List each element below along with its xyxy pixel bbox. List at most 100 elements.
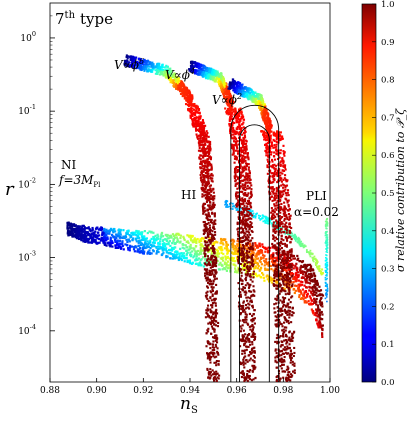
phi-point	[236, 165, 239, 169]
phi-point	[248, 269, 251, 273]
phi-point	[206, 286, 209, 289]
ni-point	[86, 238, 89, 242]
pli-point	[325, 237, 327, 239]
phi-point	[215, 259, 218, 262]
phi-point	[208, 358, 211, 361]
phi-point	[201, 118, 204, 122]
ni-point	[76, 232, 79, 235]
phi-point	[247, 181, 250, 184]
ni-point	[231, 238, 234, 241]
phi-point	[152, 64, 155, 67]
phi-point	[245, 251, 248, 254]
ni-point	[121, 236, 124, 240]
phi-point	[249, 368, 252, 372]
ni-point	[296, 258, 299, 261]
phi-point	[208, 147, 211, 150]
ni-point	[103, 229, 106, 232]
phi-point	[201, 130, 204, 133]
pli-point	[326, 230, 328, 233]
ni-point	[118, 228, 121, 231]
ni-point	[297, 274, 300, 277]
ni-point	[318, 321, 322, 324]
ni-point	[271, 278, 274, 281]
phi-point	[183, 97, 186, 100]
ni-point	[219, 261, 222, 264]
phi-point	[239, 222, 242, 225]
phi-point	[180, 82, 183, 85]
phi-point	[203, 134, 206, 138]
phi-point	[213, 301, 216, 304]
ni-point	[130, 235, 133, 239]
pli-point	[326, 221, 329, 224]
hi-point	[318, 269, 321, 272]
hi-point	[316, 262, 318, 265]
phi-point	[126, 56, 129, 59]
pli-point	[325, 254, 328, 257]
hi-point	[267, 218, 270, 221]
pli-point	[325, 241, 328, 243]
ni-point	[84, 239, 87, 242]
phi-point	[244, 222, 247, 225]
phi-point	[252, 313, 255, 316]
phi-point	[211, 369, 214, 372]
ni-point	[158, 245, 161, 248]
phi-point	[185, 96, 188, 99]
ni-point	[305, 295, 309, 298]
ni-point	[177, 232, 180, 235]
phi-point	[226, 97, 229, 100]
phi-point	[245, 259, 248, 262]
phi-point	[244, 188, 247, 192]
phi-point	[237, 133, 240, 136]
phi-point	[206, 281, 210, 284]
phi-point	[208, 198, 211, 201]
hi-point	[259, 218, 262, 221]
ni-point	[112, 231, 115, 234]
phi-point	[212, 313, 215, 316]
ni-point	[187, 241, 190, 244]
phi-point	[194, 72, 197, 75]
ni-point	[70, 232, 73, 235]
phi-point	[213, 373, 216, 376]
ni-point	[301, 273, 305, 276]
phi-point	[208, 67, 211, 70]
phi-point	[244, 318, 247, 321]
ni-point	[70, 231, 74, 234]
ni-point	[226, 260, 230, 263]
ni-point	[270, 254, 273, 257]
ni-point	[117, 232, 120, 235]
phi-point	[214, 231, 217, 234]
pli-point	[326, 234, 329, 236]
ni-point	[239, 243, 242, 247]
ni-point	[225, 262, 228, 265]
hi-point	[225, 199, 228, 202]
ni-point	[158, 247, 161, 250]
phi-point	[215, 370, 218, 373]
phi-point	[234, 183, 237, 186]
pli-point	[325, 282, 327, 285]
ni-point	[230, 256, 233, 259]
phi-point	[205, 332, 208, 335]
ni-point	[167, 248, 171, 252]
ni-point	[197, 263, 200, 266]
ni-point	[88, 228, 91, 231]
phi-point	[206, 181, 210, 185]
phi-point	[216, 347, 219, 350]
phi-point	[243, 145, 246, 148]
ni-point	[100, 226, 103, 229]
phi-point	[234, 110, 237, 113]
phi-point	[165, 70, 168, 73]
phi-point	[200, 170, 203, 173]
ni-point	[96, 237, 99, 240]
phi-point	[231, 137, 234, 140]
ni-point	[284, 256, 288, 259]
ni-point	[190, 253, 193, 257]
phi-point	[203, 161, 206, 164]
ni-point	[230, 251, 234, 254]
phi-point	[213, 269, 216, 272]
phi-point	[240, 231, 244, 234]
ni-point	[273, 262, 276, 265]
ni-point	[167, 243, 170, 246]
ni-point	[82, 237, 85, 240]
phi-point	[245, 230, 248, 233]
